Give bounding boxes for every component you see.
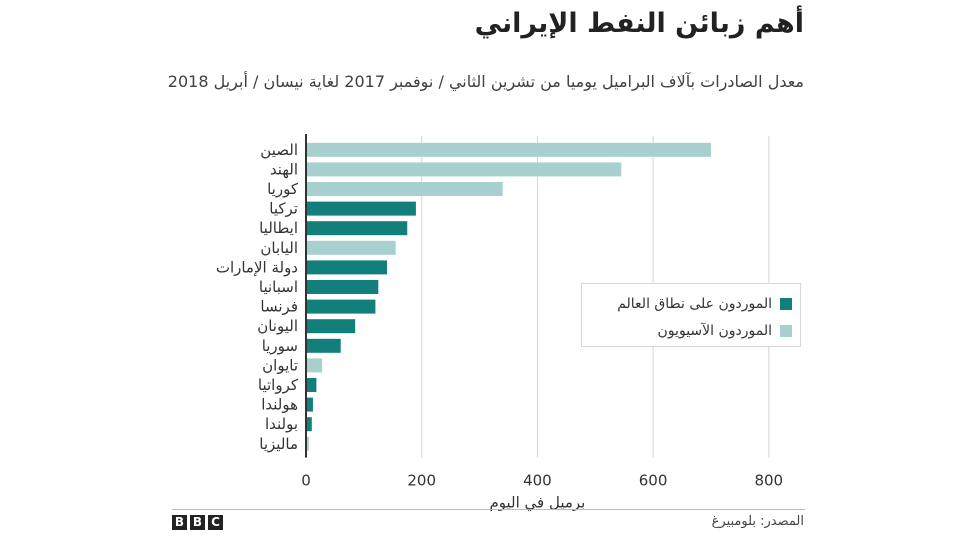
x-tick-label: 400: [523, 472, 552, 490]
bar: [306, 182, 503, 196]
category-label: تايوان: [262, 356, 298, 374]
footer-divider: [172, 509, 805, 510]
category-label: بولندا: [265, 415, 298, 433]
bar: [306, 142, 711, 157]
bar: [306, 162, 622, 177]
chart-subtitle: معدل الصادرات بآلاف البراميل يوميا من تش…: [167, 72, 804, 91]
category-label: ماليزيا: [259, 435, 298, 453]
category-label: فرنسا: [260, 298, 298, 316]
x-tick-label: 800: [754, 472, 783, 490]
chart-title: أهم زبائن النفط الإيراني: [474, 8, 804, 39]
bar: [306, 397, 313, 412]
bbc-logo: B B C: [172, 515, 223, 530]
bar: [306, 338, 341, 353]
category-label: دولة الإمارات: [216, 258, 298, 276]
category-label: اليونان: [257, 317, 298, 335]
category-label: هولندا: [261, 396, 298, 414]
category-label: سوريا: [262, 337, 298, 355]
category-label: تركيا: [269, 200, 298, 218]
bar: [306, 358, 323, 373]
bbc-logo-letter: C: [208, 515, 223, 530]
category-label: ايطاليا: [259, 219, 298, 237]
legend: الموردون على نطاق العالم الموردون الآسيو…: [581, 283, 801, 347]
legend-swatch-world: [780, 297, 792, 310]
bar: [306, 221, 408, 236]
x-tick-label: 0: [301, 472, 311, 490]
category-label: الهند: [270, 160, 298, 178]
category-label: اسبانيا: [259, 278, 298, 296]
x-tick-label: 600: [639, 472, 668, 490]
legend-label-world: الموردون على نطاق العالم: [617, 295, 772, 312]
legend-item-world: الموردون على نطاق العالم: [582, 290, 800, 317]
bar: [306, 378, 317, 392]
bar: [306, 417, 312, 432]
bar: [306, 201, 416, 216]
bar: [306, 436, 309, 451]
category-label: الصين: [260, 141, 298, 159]
legend-item-asian: الموردون الآسيويون: [582, 317, 800, 344]
category-label: اليابان: [260, 239, 298, 257]
bbc-logo-letter: B: [190, 515, 205, 530]
bar: [306, 319, 356, 334]
bar: [306, 240, 396, 255]
legend-label-asian: الموردون الآسيويون: [657, 322, 772, 339]
category-label: كوريا: [267, 180, 299, 198]
x-axis-label: برميل في اليوم: [489, 494, 585, 513]
bar: [306, 260, 387, 275]
bar: [306, 280, 379, 294]
bbc-logo-letter: B: [172, 515, 187, 530]
category-label: كرواتيا: [258, 376, 299, 394]
x-tick-label: 200: [407, 472, 436, 490]
legend-swatch-asian: [780, 324, 792, 337]
bar: [306, 299, 376, 314]
source-note: المصدر: بلومبيرغ: [711, 514, 804, 529]
